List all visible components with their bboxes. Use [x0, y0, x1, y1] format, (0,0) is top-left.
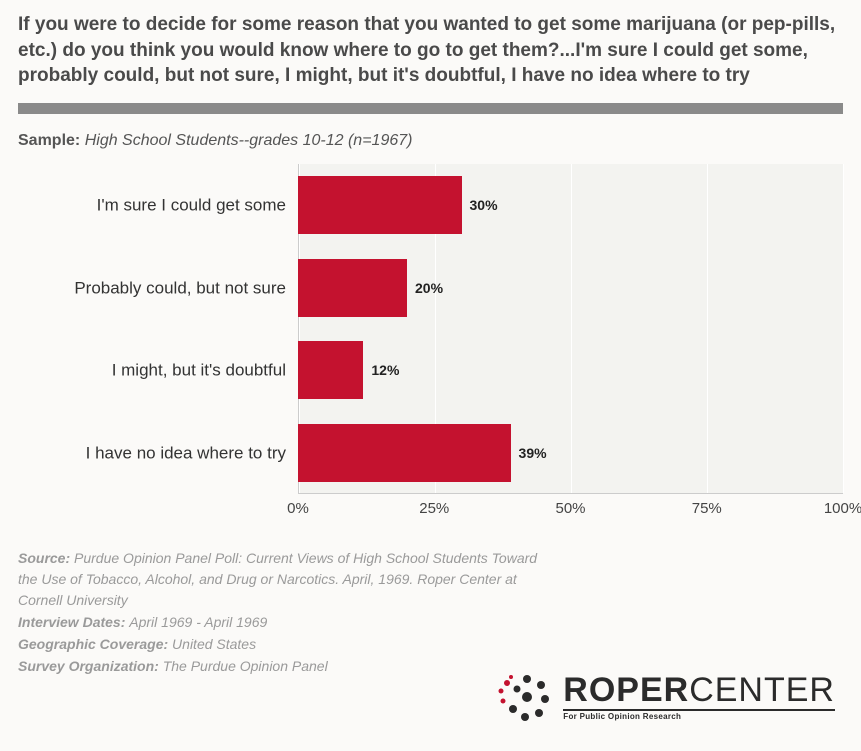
bar-value-label: 12% — [371, 362, 399, 378]
meta-source-value: Purdue Opinion Panel Poll: Current Views… — [18, 550, 537, 608]
bar-row: 20% — [298, 259, 843, 317]
metadata-block: Source: Purdue Opinion Panel Poll: Curre… — [18, 548, 558, 677]
sample-label: Sample: — [18, 132, 80, 149]
bar-value-label: 20% — [415, 280, 443, 296]
bar-value-label: 30% — [470, 197, 498, 213]
roper-logo-sub: For Public Opinion Research — [563, 709, 835, 721]
meta-source: Source: Purdue Opinion Panel Poll: Curre… — [18, 548, 558, 611]
roper-logo-icon — [497, 671, 553, 723]
logo-main-light: CENTER — [689, 671, 835, 709]
x-tick-label: 50% — [555, 500, 585, 517]
meta-org-label: Survey Organization: — [18, 658, 159, 674]
category-label: Probably could, but not sure — [26, 277, 286, 298]
meta-org-value: The Purdue Opinion Panel — [163, 658, 328, 674]
roper-logo-main: ROPERCENTER — [563, 673, 835, 707]
sample-line: Sample: High School Students--grades 10-… — [18, 132, 843, 150]
bar — [298, 424, 511, 482]
meta-geo: Geographic Coverage: United States — [18, 634, 558, 655]
bar — [298, 176, 462, 234]
meta-dates-label: Interview Dates: — [18, 614, 125, 630]
meta-geo-label: Geographic Coverage: — [18, 636, 168, 652]
meta-source-label: Source: — [18, 550, 70, 566]
x-tick-label: 25% — [419, 500, 449, 517]
divider-bar — [18, 103, 843, 114]
meta-geo-value: United States — [172, 636, 256, 652]
category-label: I might, but it's doubtful — [26, 360, 286, 381]
bar — [298, 259, 407, 317]
bar-row: 12% — [298, 341, 843, 399]
bar-row: 39% — [298, 424, 843, 482]
meta-dates-value: April 1969 - April 1969 — [129, 614, 267, 630]
meta-interview-dates: Interview Dates: April 1969 - April 1969 — [18, 612, 558, 633]
x-tick-label: 75% — [692, 500, 722, 517]
roper-logo-text: ROPERCENTER For Public Opinion Research — [563, 673, 835, 721]
gridline — [843, 164, 844, 493]
category-label: I'm sure I could get some — [26, 195, 286, 216]
x-axis: 0%25%50%75%100% — [298, 494, 843, 534]
bar — [298, 341, 363, 399]
bar-value-label: 39% — [519, 445, 547, 461]
sample-value: High School Students--grades 10-12 (n=19… — [85, 132, 413, 149]
chart-bars: 30% 20% 12% 39% — [298, 164, 843, 494]
bar-chart: I'm sure I could get some Probably could,… — [18, 164, 843, 534]
category-labels: I'm sure I could get some Probably could,… — [18, 164, 298, 494]
logo-main-bold: ROPER — [563, 671, 689, 709]
category-label: I have no idea where to try — [26, 442, 286, 463]
x-tick-label: 0% — [287, 500, 309, 517]
question-text: If you were to decide for some reason th… — [18, 12, 843, 89]
bar-row: 30% — [298, 176, 843, 234]
meta-survey-org: Survey Organization: The Purdue Opinion … — [18, 656, 558, 677]
x-tick-label: 100% — [824, 500, 861, 517]
roper-logo: ROPERCENTER For Public Opinion Research — [497, 671, 835, 723]
